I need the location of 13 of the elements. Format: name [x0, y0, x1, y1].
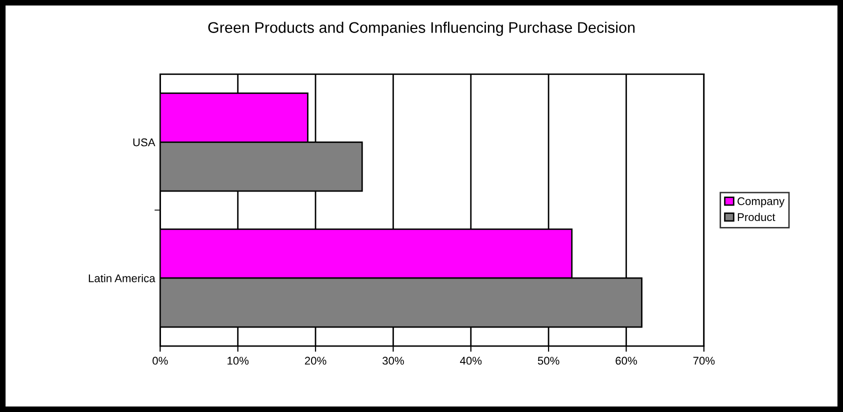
legend-label: Company — [738, 197, 785, 208]
x-tick-label: 30% — [382, 356, 404, 365]
legend-label: Product — [738, 212, 776, 222]
y-tick-label: Latin America — [88, 274, 156, 282]
x-tick-label: 0% — [152, 356, 168, 365]
x-tick-label: 70% — [693, 356, 715, 365]
x-tick-label: 20% — [304, 356, 326, 365]
x-tick-label: 50% — [538, 356, 560, 365]
x-tick-label: 10% — [228, 356, 249, 365]
x-tick-label: 60% — [616, 356, 637, 365]
y-tick-label: USA — [133, 138, 156, 146]
x-tick-label: 40% — [460, 356, 482, 365]
chart-title: Green Products and Companies Influencing Purchase Decision — [208, 22, 635, 36]
